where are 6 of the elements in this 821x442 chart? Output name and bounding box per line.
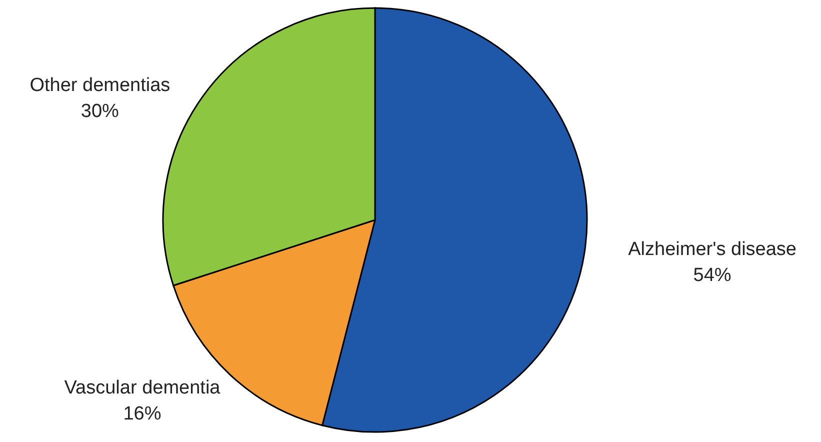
data-label: 16% xyxy=(123,404,162,425)
data-label: 54% xyxy=(693,264,732,286)
slice-label: Vascular dementia xyxy=(64,378,221,399)
slice-label: Alzheimer's disease xyxy=(628,238,797,260)
data-label: 30% xyxy=(80,100,120,122)
slice-label: Other dementias xyxy=(30,74,170,96)
